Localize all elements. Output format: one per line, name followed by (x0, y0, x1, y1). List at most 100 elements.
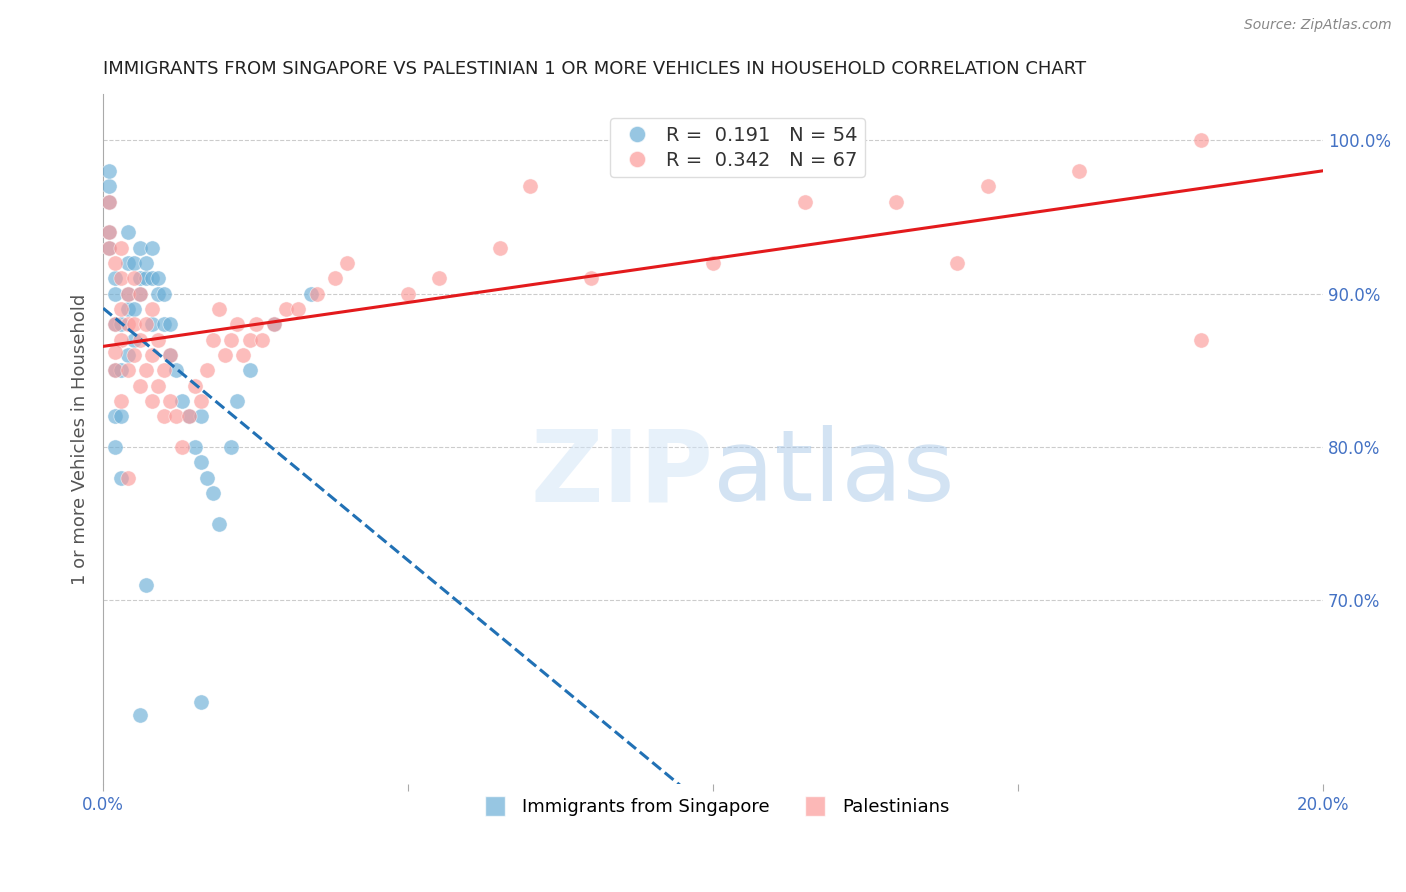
Immigrants from Singapore (104, 363, 127, 377)
Immigrants from Singapore (299, 286, 322, 301)
Immigrants from Singapore (110, 363, 132, 377)
Immigrants from Singapore (190, 455, 212, 469)
Palestinians (153, 363, 176, 377)
Text: Source: ZipAtlas.com: Source: ZipAtlas.com (1244, 18, 1392, 32)
Immigrants from Singapore (135, 256, 157, 270)
Palestinians (110, 271, 132, 285)
Palestinians (287, 302, 309, 317)
Immigrants from Singapore (110, 471, 132, 485)
Palestinians (104, 363, 127, 377)
Palestinians (122, 348, 145, 362)
Palestinians (128, 333, 150, 347)
Palestinians (128, 286, 150, 301)
Immigrants from Singapore (122, 256, 145, 270)
Palestinians (98, 226, 121, 240)
Palestinians (323, 271, 346, 285)
Immigrants from Singapore (117, 348, 139, 362)
Immigrants from Singapore (104, 318, 127, 332)
Immigrants from Singapore (141, 271, 163, 285)
Immigrants from Singapore (159, 348, 181, 362)
Immigrants from Singapore (172, 394, 194, 409)
Immigrants from Singapore (135, 578, 157, 592)
Immigrants from Singapore (165, 363, 187, 377)
Immigrants from Singapore (122, 333, 145, 347)
Palestinians (884, 194, 907, 209)
Immigrants from Singapore (141, 318, 163, 332)
Palestinians (141, 348, 163, 362)
Palestinians (946, 256, 969, 270)
Palestinians (195, 363, 218, 377)
Immigrants from Singapore (128, 241, 150, 255)
Immigrants from Singapore (117, 256, 139, 270)
Immigrants from Singapore (98, 164, 121, 178)
Palestinians (238, 333, 260, 347)
Immigrants from Singapore (128, 271, 150, 285)
Immigrants from Singapore (98, 179, 121, 194)
Immigrants from Singapore (117, 286, 139, 301)
Palestinians (122, 318, 145, 332)
Palestinians (104, 318, 127, 332)
Immigrants from Singapore (135, 271, 157, 285)
Immigrants from Singapore (128, 286, 150, 301)
Palestinians (104, 256, 127, 270)
Palestinians (117, 471, 139, 485)
Immigrants from Singapore (104, 271, 127, 285)
Immigrants from Singapore (159, 318, 181, 332)
Palestinians (183, 378, 205, 392)
Text: atlas: atlas (713, 425, 955, 523)
Palestinians (165, 409, 187, 424)
Palestinians (208, 302, 231, 317)
Palestinians (159, 394, 181, 409)
Immigrants from Singapore (110, 318, 132, 332)
Legend: Immigrants from Singapore, Palestinians: Immigrants from Singapore, Palestinians (470, 791, 956, 823)
Text: ZIP: ZIP (530, 425, 713, 523)
Palestinians (117, 318, 139, 332)
Palestinians (250, 333, 273, 347)
Palestinians (122, 271, 145, 285)
Immigrants from Singapore (117, 226, 139, 240)
Palestinians (135, 318, 157, 332)
Immigrants from Singapore (98, 226, 121, 240)
Palestinians (159, 348, 181, 362)
Palestinians (141, 302, 163, 317)
Palestinians (110, 333, 132, 347)
Palestinians (396, 286, 419, 301)
Palestinians (110, 241, 132, 255)
Palestinians (519, 179, 541, 194)
Palestinians (177, 409, 200, 424)
Palestinians (214, 348, 236, 362)
Palestinians (201, 333, 224, 347)
Immigrants from Singapore (122, 302, 145, 317)
Text: IMMIGRANTS FROM SINGAPORE VS PALESTINIAN 1 OR MORE VEHICLES IN HOUSEHOLD CORRELA: IMMIGRANTS FROM SINGAPORE VS PALESTINIAN… (103, 60, 1087, 78)
Palestinians (117, 363, 139, 377)
Immigrants from Singapore (128, 708, 150, 723)
Palestinians (146, 378, 169, 392)
Palestinians (427, 271, 450, 285)
Palestinians (117, 286, 139, 301)
Y-axis label: 1 or more Vehicles in Household: 1 or more Vehicles in Household (72, 293, 89, 585)
Immigrants from Singapore (104, 409, 127, 424)
Palestinians (219, 333, 242, 347)
Immigrants from Singapore (226, 394, 249, 409)
Palestinians (263, 318, 285, 332)
Palestinians (579, 271, 602, 285)
Immigrants from Singapore (190, 409, 212, 424)
Palestinians (793, 194, 815, 209)
Palestinians (305, 286, 328, 301)
Palestinians (135, 363, 157, 377)
Immigrants from Singapore (98, 194, 121, 209)
Palestinians (336, 256, 359, 270)
Immigrants from Singapore (219, 440, 242, 454)
Palestinians (488, 241, 510, 255)
Palestinians (226, 318, 249, 332)
Immigrants from Singapore (177, 409, 200, 424)
Palestinians (1069, 164, 1091, 178)
Palestinians (110, 302, 132, 317)
Palestinians (172, 440, 194, 454)
Palestinians (128, 378, 150, 392)
Immigrants from Singapore (263, 318, 285, 332)
Immigrants from Singapore (141, 241, 163, 255)
Palestinians (153, 409, 176, 424)
Palestinians (702, 256, 724, 270)
Immigrants from Singapore (201, 486, 224, 500)
